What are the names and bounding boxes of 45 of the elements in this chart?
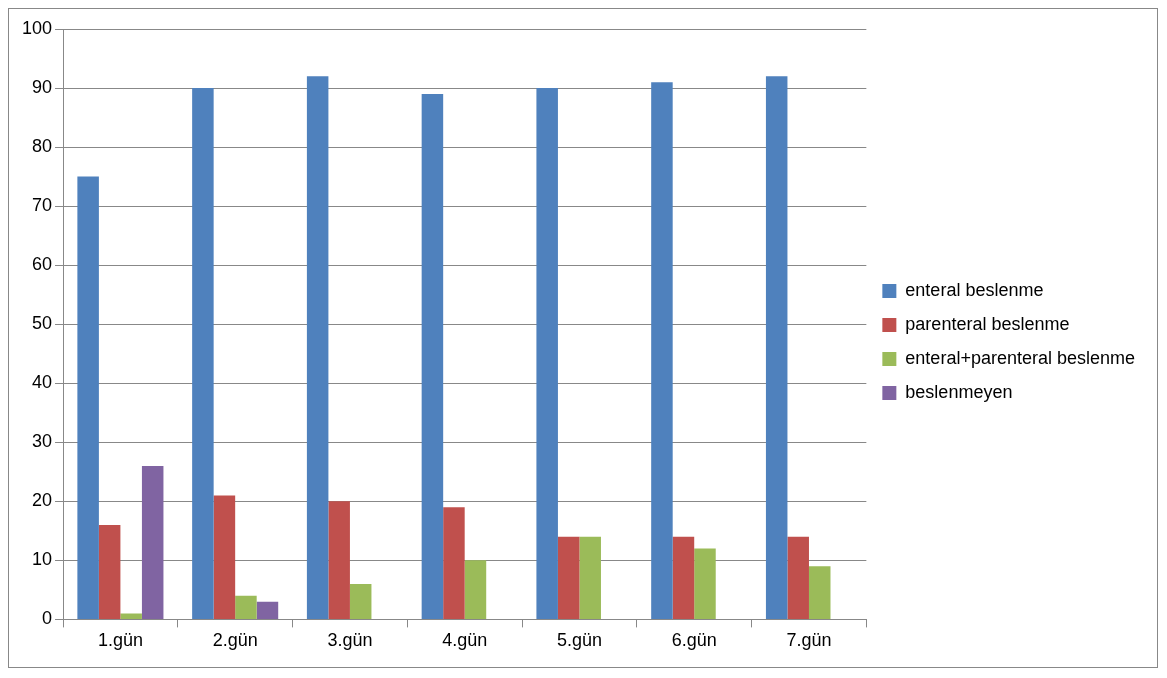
y-tick-label: 70: [32, 195, 53, 216]
bar: [421, 93, 444, 619]
bar: [579, 536, 601, 619]
bar: [98, 524, 121, 619]
bar: [77, 176, 99, 619]
y-tick-label: 90: [32, 77, 53, 98]
bar: [328, 501, 350, 619]
y-tick-label: 80: [32, 136, 53, 157]
y-tick-label: 100: [21, 17, 53, 38]
bar: [672, 536, 695, 619]
legend-label: enteral beslenme: [905, 279, 1044, 300]
bar: [651, 82, 673, 619]
bar: [694, 548, 716, 619]
y-tick-label: 50: [32, 313, 53, 334]
y-tick-label: 20: [32, 490, 53, 511]
bar: [349, 583, 372, 619]
bar: [120, 613, 142, 619]
bar: [306, 76, 329, 619]
bar: [192, 88, 214, 619]
x-tick-label: 3.gün: [327, 630, 373, 651]
x-tick-label: 1.gün: [97, 630, 143, 651]
bar: [443, 507, 465, 619]
bar: [256, 601, 279, 619]
bar: [765, 76, 788, 619]
x-tick-label: 4.gün: [442, 630, 488, 651]
bar: [536, 88, 558, 619]
x-tick-label: 5.gün: [556, 630, 602, 651]
bar: [141, 465, 164, 619]
legend-label: parenteral beslenme: [905, 313, 1070, 334]
x-tick-label: 7.gün: [786, 630, 832, 651]
y-tick-label: 30: [32, 431, 53, 452]
x-tick-label: 6.gün: [671, 630, 717, 651]
legend-label: enteral+parenteral beslenme: [905, 347, 1136, 368]
x-tick-label: 2.gün: [212, 630, 258, 651]
bar: [787, 536, 809, 619]
y-tick-label: 10: [32, 549, 53, 570]
bar: [557, 536, 580, 619]
y-tick-label: 0: [42, 608, 53, 629]
bar: [464, 560, 487, 619]
legend-label: beslenmeyen: [905, 381, 1013, 402]
y-tick-label: 60: [32, 254, 53, 275]
bar: [235, 595, 257, 619]
y-tick-label: 40: [32, 372, 53, 393]
bar: [808, 566, 831, 619]
bar: [213, 495, 236, 619]
